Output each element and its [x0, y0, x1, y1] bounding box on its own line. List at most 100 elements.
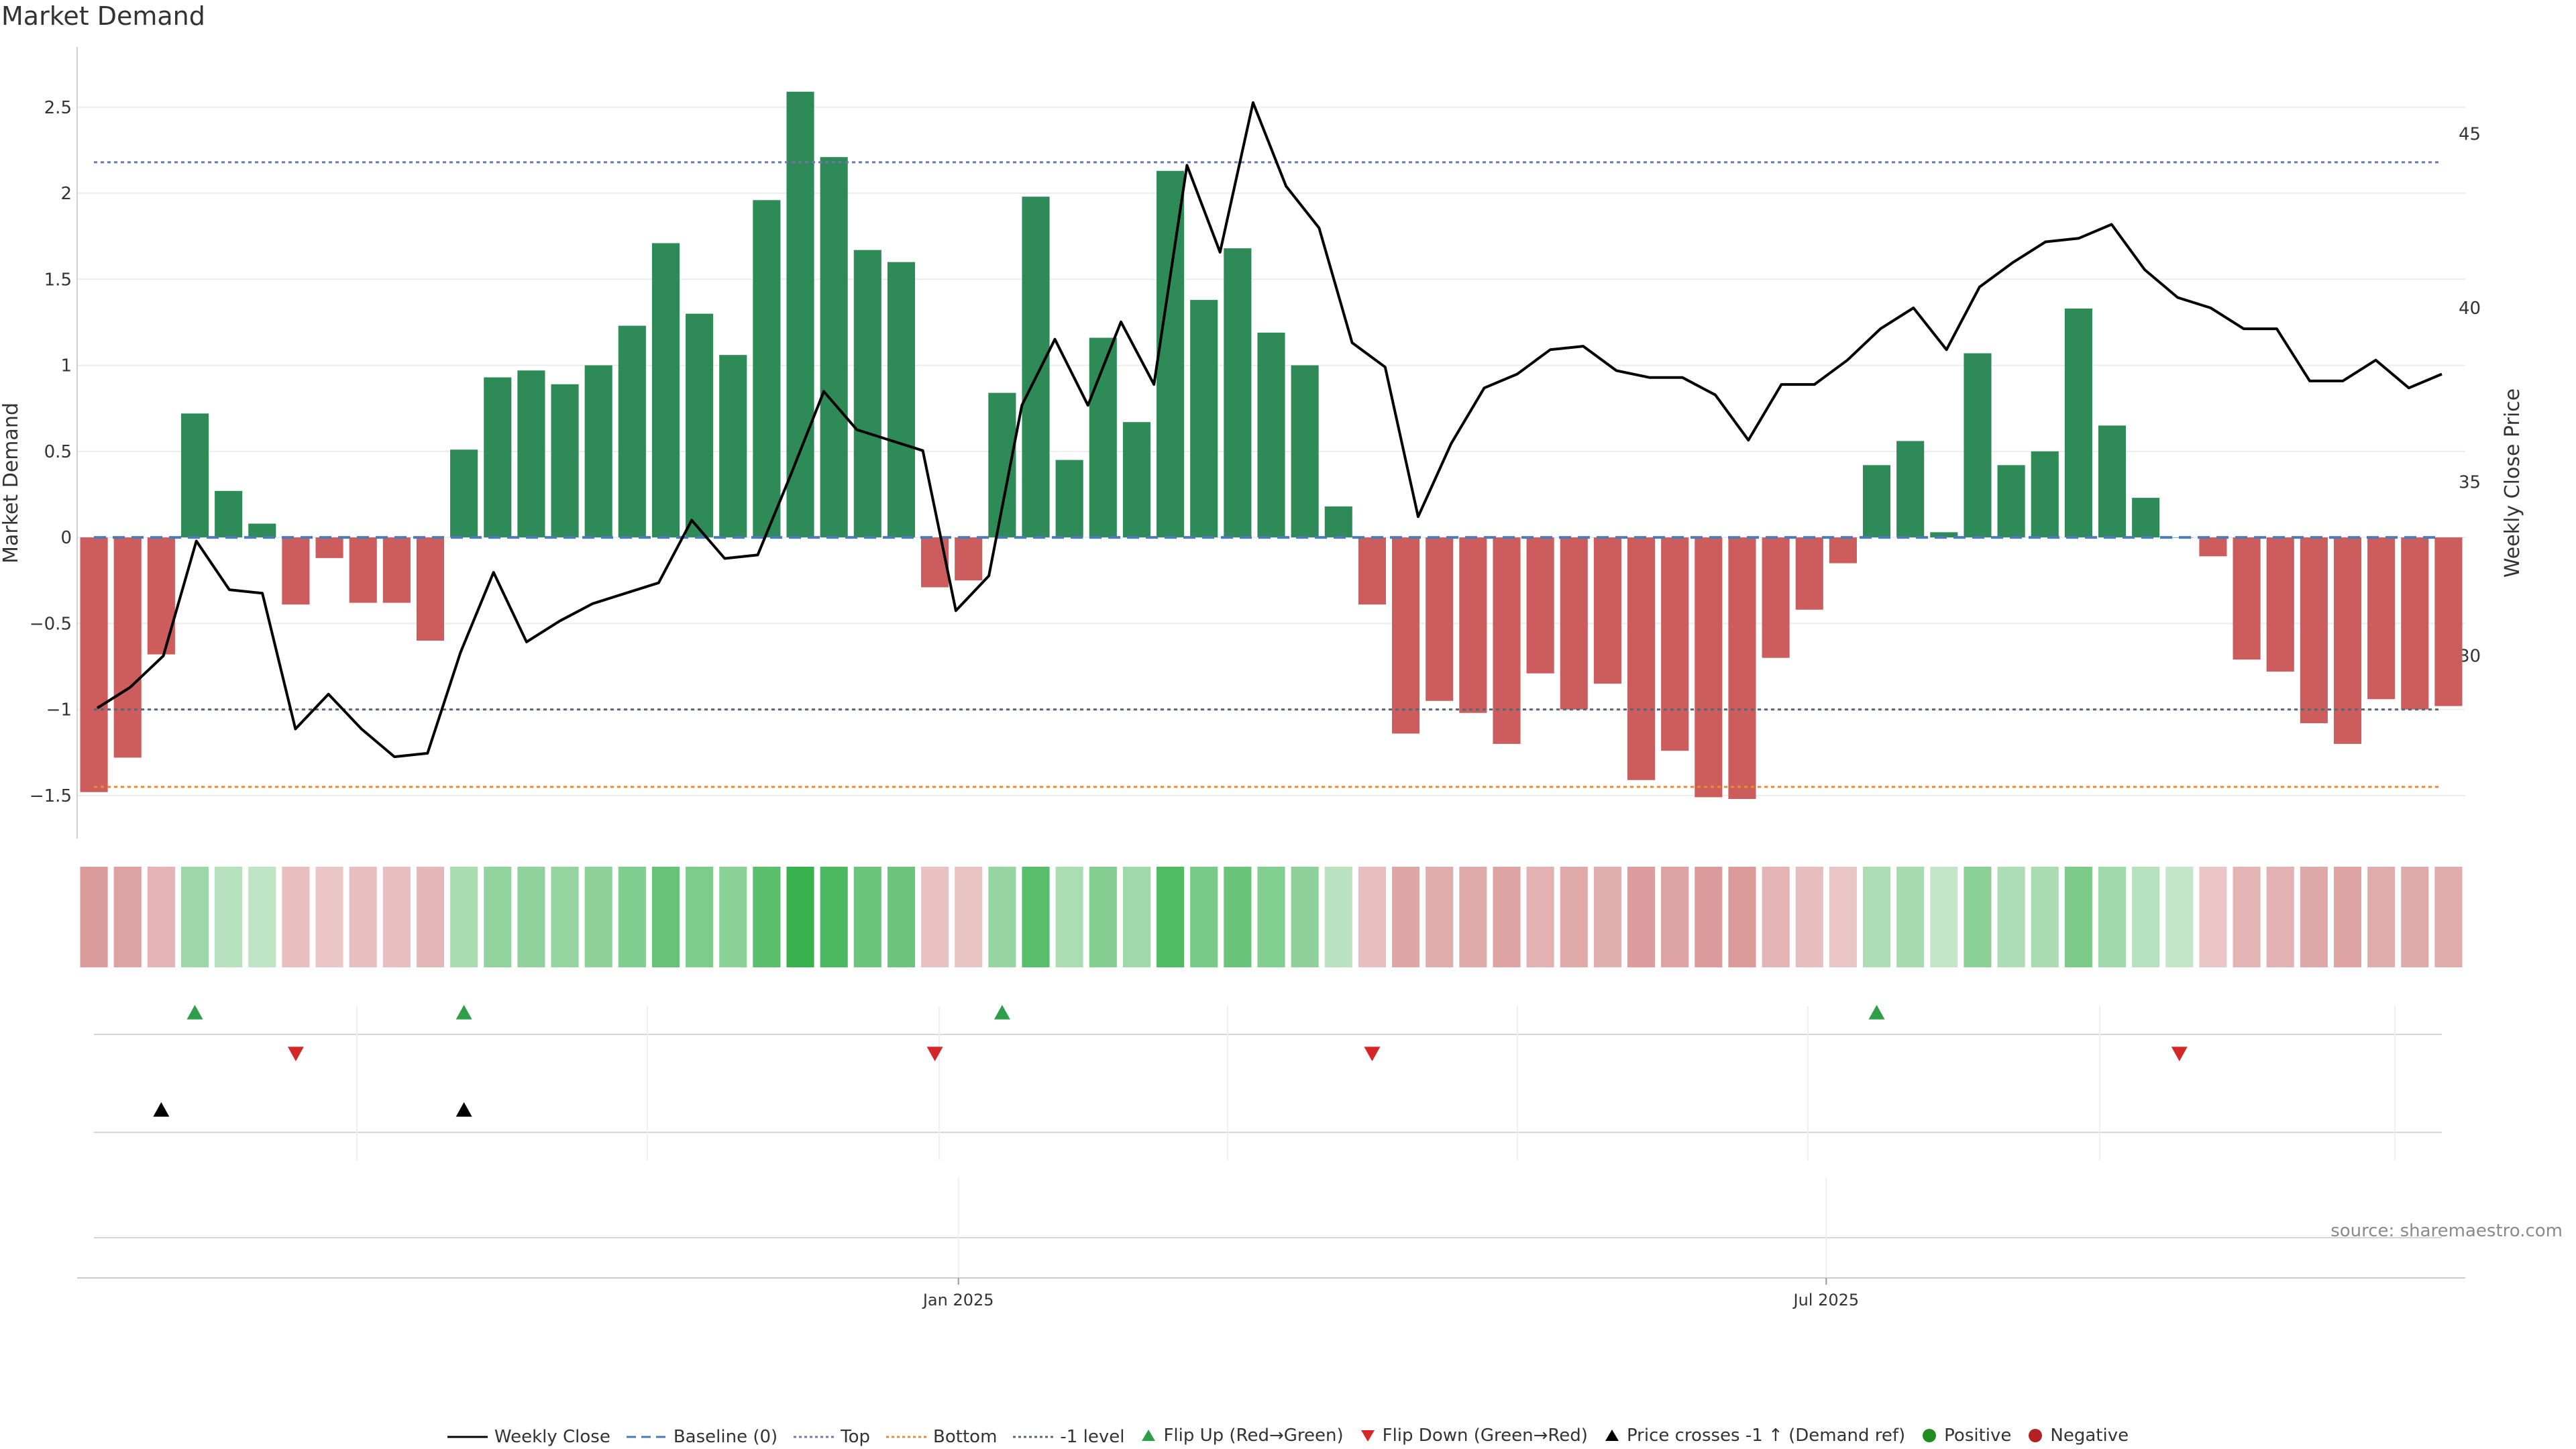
heat-cell: [416, 867, 445, 967]
legend-item: Flip Up (Red→Green): [1140, 1426, 1344, 1446]
legend-item: Positive: [1921, 1426, 2011, 1446]
y-tick-label: −0.5: [30, 614, 72, 634]
legend-label: Price crosses -1 ↑ (Demand ref): [1626, 1426, 1906, 1446]
price-cross-marker: [455, 1102, 472, 1117]
heat-cell: [955, 867, 983, 967]
heat-cell: [2064, 867, 2092, 967]
x-tick-label: Jul 2025: [1792, 1291, 1859, 1309]
demand-bar: [2132, 498, 2160, 538]
demand-bar: [1762, 537, 1790, 658]
heat-cell: [1829, 867, 1857, 967]
demand-bar: [1593, 537, 1621, 684]
demand-bar: [584, 365, 612, 538]
demand-bar: [988, 392, 1016, 538]
heat-cell: [651, 867, 680, 967]
demand-bar: [1224, 248, 1252, 538]
legend-label: Flip Up (Red→Green): [1163, 1426, 1344, 1446]
heat-cell: [1392, 867, 1420, 967]
heat-cell: [1426, 867, 1454, 967]
legend-item: Weekly Close: [447, 1427, 610, 1447]
heat-cell: [1459, 867, 1487, 967]
heat-cell: [1022, 867, 1050, 967]
legend-label: Bottom: [933, 1427, 998, 1447]
demand-bar: [1526, 537, 1554, 674]
demand-bar: [1190, 300, 1218, 538]
heat-cell: [248, 867, 276, 967]
demand-bar: [1493, 537, 1521, 744]
legend-item: -1 level: [1013, 1427, 1124, 1447]
heat-cell: [382, 867, 411, 967]
heat-cell: [988, 867, 1016, 967]
demand-bar: [2098, 425, 2127, 538]
legend-label: Negative: [2050, 1426, 2129, 1446]
legend-label: Baseline (0): [673, 1427, 778, 1447]
demand-bar: [551, 384, 579, 538]
y2-axis-title: Weekly Close Price: [2501, 388, 2524, 578]
heat-cell: [1157, 867, 1185, 967]
demand-bar: [686, 313, 714, 538]
demand-bar: [1358, 537, 1386, 605]
demand-bar: [753, 200, 781, 538]
heat-cell: [1526, 867, 1554, 967]
y-tick-label: 1.5: [44, 270, 72, 290]
heat-cell: [2098, 867, 2127, 967]
legend-label: Top: [841, 1427, 871, 1447]
heat-cell: [1291, 867, 1319, 967]
demand-bar: [1896, 441, 1925, 538]
heat-cell: [2165, 867, 2194, 967]
heat-cell: [551, 867, 579, 967]
demand-bar: [2031, 451, 2059, 538]
y2-tick-label: 30: [2459, 647, 2481, 667]
y-tick-label: 2.5: [44, 98, 72, 118]
demand-bar: [651, 243, 680, 538]
heat-cell: [80, 867, 108, 967]
heat-cell: [1593, 867, 1621, 967]
heat-cell: [1190, 867, 1218, 967]
demand-bar: [1257, 332, 1285, 538]
heat-cell: [2199, 867, 2227, 967]
y-tick-label: −1: [46, 700, 72, 720]
heat-cell: [2132, 867, 2160, 967]
heat-cell: [1997, 867, 2025, 967]
heat-cell: [2233, 867, 2261, 967]
demand-bar: [2199, 537, 2227, 557]
y-tick-label: 2: [60, 184, 72, 204]
demand-bar: [1157, 170, 1185, 538]
weekly-close-line: [96, 101, 2443, 759]
heat-cell: [618, 867, 646, 967]
heat-cell: [315, 867, 343, 967]
heat-cell: [1728, 867, 1756, 967]
flip-up-marker: [1868, 1005, 1885, 1020]
y-axis-title: Market Demand: [0, 402, 23, 564]
heat-cell: [450, 867, 478, 967]
demand-bar: [517, 370, 545, 538]
demand-bar: [248, 523, 276, 538]
demand-bar: [2401, 537, 2429, 710]
heat-cell: [1896, 867, 1925, 967]
demand-bar: [1426, 537, 1454, 701]
heat-cell: [921, 867, 949, 967]
demand-bar: [215, 490, 243, 538]
y-tick-label: −1.5: [30, 786, 72, 806]
heat-cell: [113, 867, 142, 967]
demand-bar: [1392, 537, 1420, 734]
demand-bar: [1055, 460, 1083, 538]
demand-bar: [315, 537, 343, 558]
heat-cell: [1493, 867, 1521, 967]
demand-bar: [180, 413, 209, 538]
heat-cell: [1122, 867, 1150, 967]
y2-tick-label: 45: [2459, 125, 2481, 145]
demand-bar: [719, 355, 747, 538]
flip-up-marker: [455, 1005, 472, 1020]
legend-item: Top: [794, 1427, 870, 1447]
heat-cell: [753, 867, 781, 967]
demand-bar: [1291, 365, 1319, 538]
flip-down-marker: [1364, 1046, 1381, 1061]
heat-cell: [1257, 867, 1285, 967]
demand-bar: [1728, 537, 1756, 799]
demand-bar: [921, 537, 949, 588]
flip-up-marker: [186, 1005, 203, 1020]
heat-cell: [2401, 867, 2429, 967]
price-cross-marker: [153, 1102, 170, 1117]
